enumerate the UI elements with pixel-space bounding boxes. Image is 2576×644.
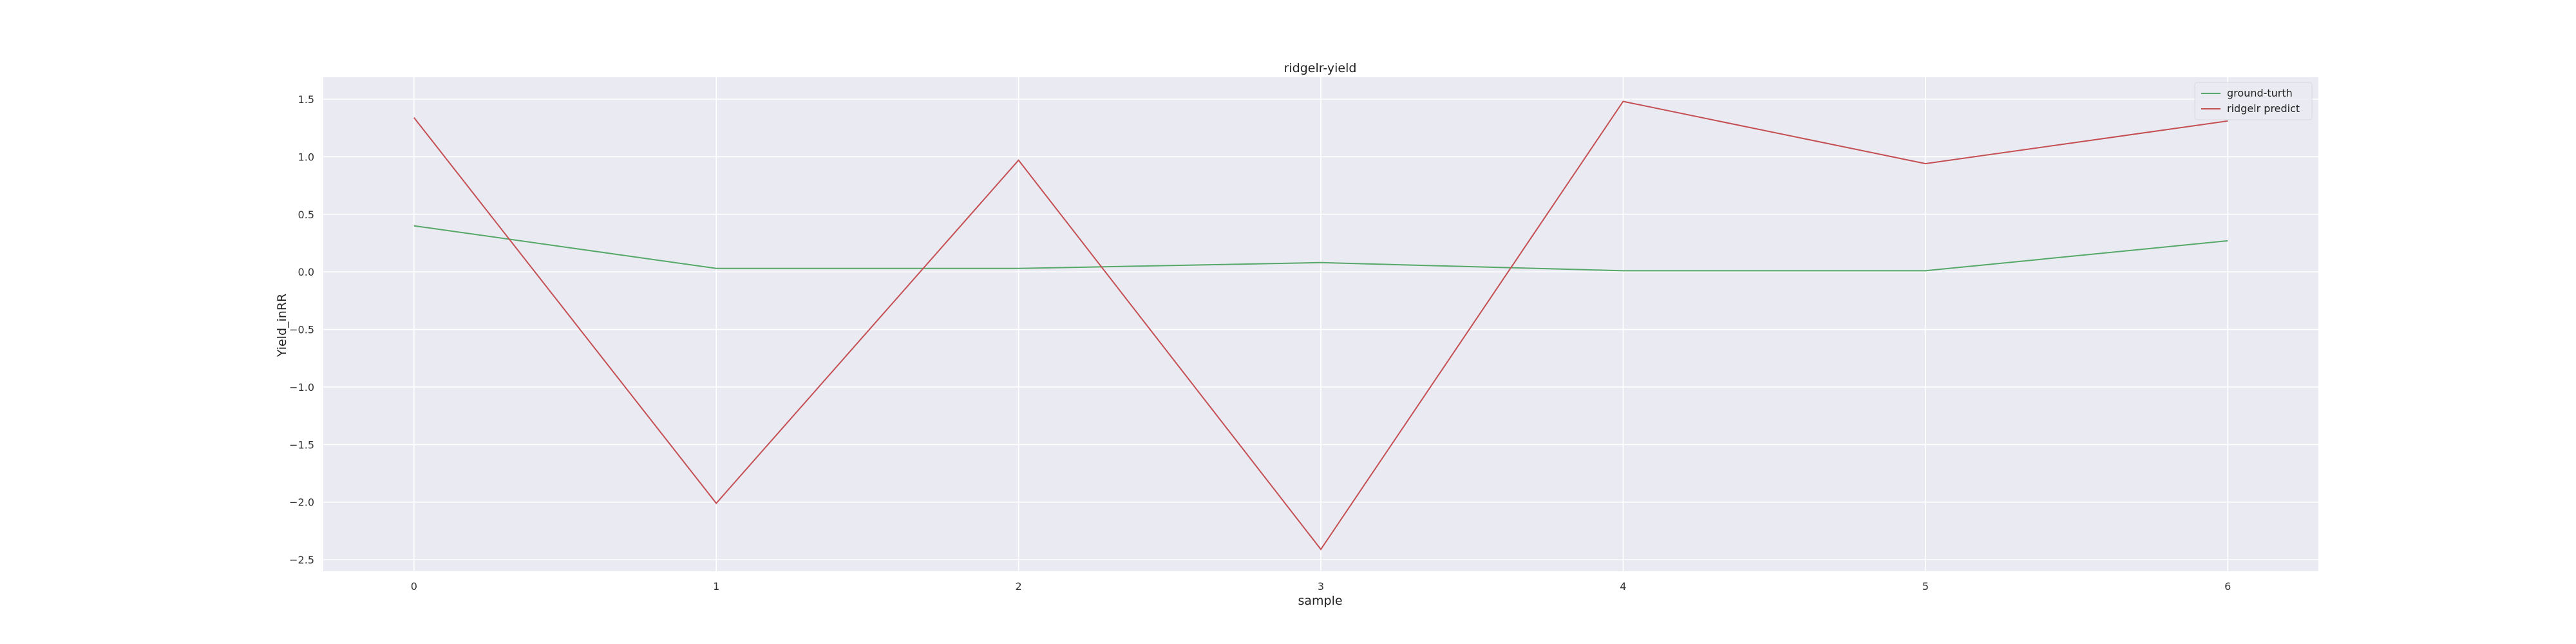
x-tick-label: 1	[713, 580, 719, 592]
y-tick-label: 0.0	[298, 266, 314, 278]
y-tick-label: −2.5	[289, 554, 314, 566]
x-tick-label: 3	[1318, 580, 1324, 592]
y-tick-label: −1.5	[289, 439, 314, 451]
y-tick-label: −2.0	[289, 497, 314, 509]
x-tick-label: 6	[2224, 580, 2231, 592]
x-tick-label: 0	[411, 580, 417, 592]
x-tick-label: 5	[1922, 580, 1929, 592]
series-line-2	[413, 100, 2228, 551]
x-axis-label: sample	[1298, 594, 1342, 608]
y-tick-label: −1.0	[289, 381, 314, 393]
y-axis-ticks: −2.5 −2.0 −1.5 −1.0 −0.5 0.0 0.5 1.0 1.5	[289, 93, 314, 566]
y-tick-label: 1.0	[298, 151, 314, 163]
grid-lines	[323, 77, 2318, 571]
x-axis-ticks: 0 1 2 3 4 5 6	[411, 580, 2231, 592]
legend-label: ground-turth	[2227, 87, 2293, 99]
legend-box	[2194, 82, 2313, 120]
chart-title: ridgelr-yield	[1284, 61, 1357, 75]
x-tick-label: 4	[1620, 580, 1626, 592]
x-tick-label: 2	[1016, 580, 1022, 592]
y-tick-label: −0.5	[289, 324, 314, 336]
y-axis-label: Yield_inRR	[275, 294, 289, 357]
series-line-1	[413, 225, 2228, 272]
y-tick-label: 1.5	[298, 93, 314, 106]
y-tick-label: 0.5	[298, 209, 314, 221]
legend-label: ridgelr predict	[2227, 102, 2300, 115]
series-layer	[413, 100, 2228, 551]
legend: ground-turth ridgelr predict	[2194, 82, 2313, 120]
